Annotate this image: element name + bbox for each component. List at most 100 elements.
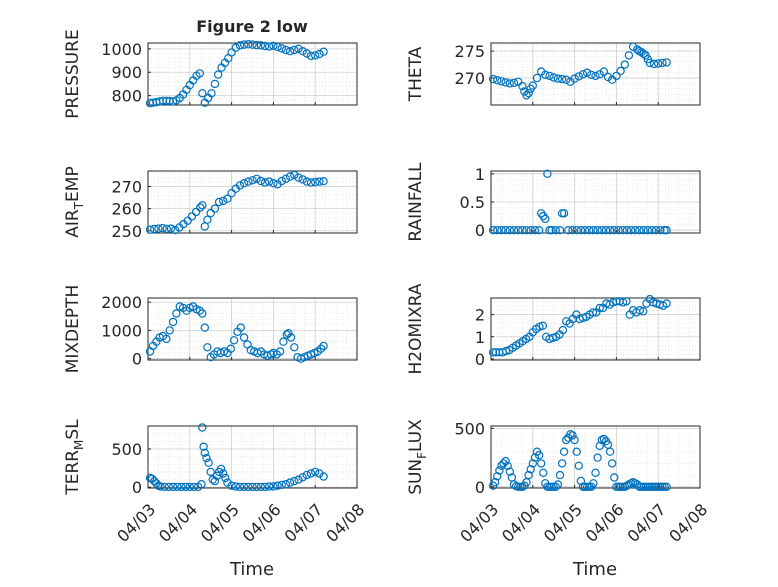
data-point	[568, 225, 577, 235]
data-point	[319, 176, 328, 186]
data-point	[599, 434, 609, 444]
data-point	[588, 308, 598, 317]
data-point	[526, 225, 535, 235]
data-point	[227, 188, 236, 198]
y-tick-label: 0	[475, 221, 485, 240]
data-point	[595, 303, 604, 313]
data-point	[298, 473, 307, 482]
data-point	[218, 469, 228, 478]
data-point	[260, 178, 270, 187]
data-point	[244, 40, 253, 49]
data-point	[173, 482, 182, 492]
data-point	[626, 225, 636, 235]
data-point	[501, 456, 510, 466]
x-tick-label: 04/03	[113, 500, 159, 546]
data-point	[537, 459, 546, 468]
data-point	[562, 435, 571, 445]
data-point	[311, 467, 320, 477]
y-axis-label: MIXDEPTH	[63, 285, 83, 374]
data-point	[252, 40, 261, 50]
data-point	[256, 41, 266, 50]
data-point	[166, 224, 176, 233]
data-point	[294, 475, 303, 484]
data-point	[497, 225, 506, 235]
data-point	[145, 98, 155, 108]
data-point	[281, 174, 291, 183]
data-point	[574, 72, 584, 81]
data-point	[256, 176, 266, 186]
data-point	[223, 194, 232, 203]
data-point	[595, 441, 604, 451]
data-point	[239, 482, 249, 492]
data-point	[294, 44, 303, 54]
data-point	[622, 481, 632, 490]
data-point	[248, 482, 257, 492]
data-point	[306, 178, 316, 187]
y-tick-label: 800	[111, 87, 142, 106]
data-point	[631, 225, 640, 235]
x-tick-label: 04/05	[540, 500, 586, 546]
data-point	[302, 177, 311, 186]
data-point	[290, 476, 299, 486]
data-point	[252, 482, 261, 492]
data-point	[284, 329, 293, 338]
data-point	[524, 88, 533, 98]
y-tick-label: 500	[454, 419, 485, 438]
data-point	[227, 481, 236, 490]
data-point	[294, 173, 303, 182]
data-point	[557, 74, 567, 84]
data-point	[549, 73, 558, 82]
data-point	[654, 59, 663, 68]
axes-box	[147, 170, 358, 234]
data-point	[227, 48, 236, 57]
y-label-part: AIR	[63, 209, 83, 238]
data-point	[593, 225, 602, 235]
data-point	[281, 45, 291, 55]
data-point	[256, 482, 266, 492]
data-point	[572, 225, 581, 235]
data-point	[612, 71, 621, 81]
y-tick-label: 0	[475, 350, 485, 369]
data-point	[658, 58, 667, 68]
data-point	[235, 41, 245, 50]
data-point	[662, 225, 671, 235]
data-point	[162, 224, 171, 233]
data-point	[154, 224, 163, 233]
data-point	[662, 482, 671, 491]
data-point	[493, 75, 502, 85]
y-tick-label: 2000	[101, 293, 142, 312]
data-point	[503, 461, 512, 470]
axes-box	[490, 42, 701, 106]
data-point	[639, 225, 648, 235]
x-tick-label: 04/08	[322, 500, 368, 546]
data-point	[526, 465, 535, 474]
data-point	[576, 225, 586, 235]
data-point	[231, 43, 240, 52]
data-point	[204, 458, 213, 467]
y-label-part: SL	[63, 419, 83, 440]
data-point	[168, 317, 178, 327]
data-point	[553, 74, 563, 83]
data-point	[488, 225, 498, 235]
data-point	[541, 70, 550, 80]
data-point	[210, 79, 220, 89]
axes-box	[490, 425, 701, 489]
data-point	[505, 467, 514, 476]
data-point	[532, 73, 542, 83]
data-point	[226, 344, 235, 353]
data-point	[277, 480, 286, 490]
x-tick-label: 04/08	[665, 500, 711, 546]
data-point	[210, 204, 220, 213]
x-tick-label: 04/06	[582, 500, 628, 546]
data-point	[235, 181, 245, 190]
data-point	[248, 40, 257, 49]
data-point	[311, 177, 320, 187]
data-point	[564, 225, 573, 235]
data-point	[501, 225, 510, 235]
data-point	[244, 177, 253, 186]
data-point	[207, 89, 216, 98]
data-point	[216, 464, 226, 474]
y-tick-label: 0	[132, 350, 142, 369]
